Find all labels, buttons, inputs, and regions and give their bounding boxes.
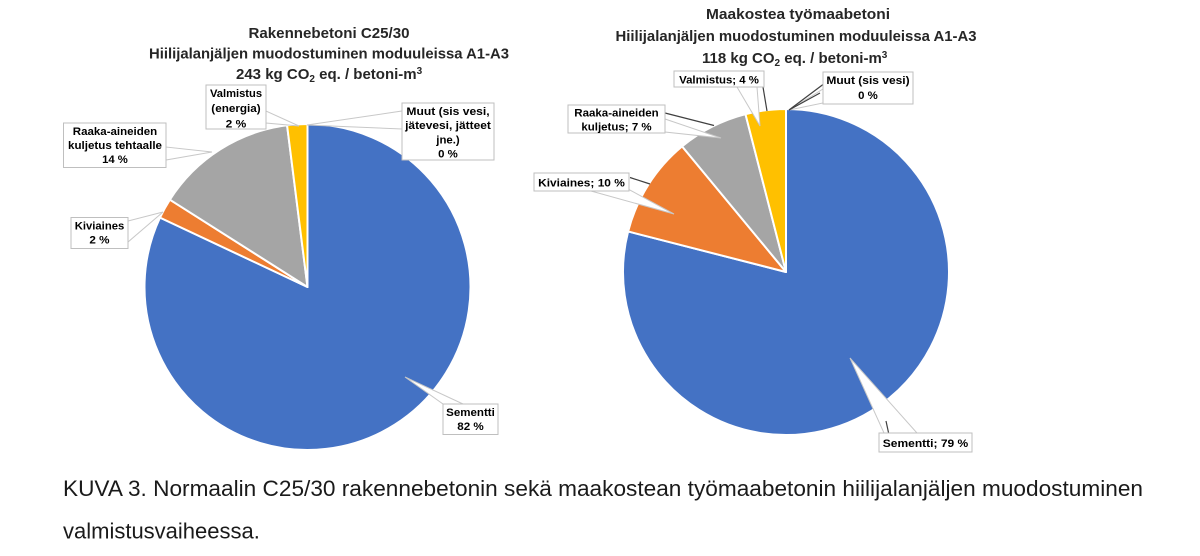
svg-text:Hiilijalanjäljen muodostuminen: Hiilijalanjäljen muodostuminen moduuleis… xyxy=(149,46,509,63)
svg-text:Muut (sis vesi): Muut (sis vesi) xyxy=(826,75,910,87)
svg-text:Raaka-aineiden: Raaka-aineiden xyxy=(73,126,157,138)
svg-text:Valmistus: Valmistus xyxy=(210,88,262,100)
svg-text:243 kg CO2 eq. / betoni-m3: 243 kg CO2 eq. / betoni-m3 xyxy=(236,66,423,85)
svg-text:Valmistus; 4 %: Valmistus; 4 % xyxy=(679,75,759,87)
svg-text:Sementti; 79 %: Sementti; 79 % xyxy=(883,438,968,450)
svg-text:Hiilijalanjäljen muodostuminen: Hiilijalanjäljen muodostuminen moduuleis… xyxy=(616,28,977,45)
svg-text:14 %: 14 % xyxy=(102,154,128,166)
svg-text:jne.): jne.) xyxy=(435,134,460,146)
svg-text:0 %: 0 % xyxy=(438,149,458,161)
svg-text:Sementti: Sementti xyxy=(446,407,495,419)
svg-text:82 %: 82 % xyxy=(457,421,484,433)
svg-text:2 %: 2 % xyxy=(226,118,247,130)
svg-text:Rakennebetoni C25/30: Rakennebetoni C25/30 xyxy=(249,25,410,42)
svg-text:Raaka-aineiden: Raaka-aineiden xyxy=(574,108,658,120)
svg-text:valmistusvaiheessa.: valmistusvaiheessa. xyxy=(63,519,260,544)
svg-text:(energia): (energia) xyxy=(211,103,261,115)
svg-text:KUVA 3. Normaalin C25/30 raken: KUVA 3. Normaalin C25/30 rakennebetonin … xyxy=(63,476,1143,501)
svg-text:Maakostea työmaabetoni: Maakostea työmaabetoni xyxy=(706,6,890,23)
svg-text:2 %: 2 % xyxy=(89,235,109,247)
svg-text:Kiviaines: Kiviaines xyxy=(75,220,125,232)
svg-text:0 %: 0 % xyxy=(858,90,878,102)
svg-text:118 kg CO2 eq. / betoni-m3: 118 kg CO2 eq. / betoni-m3 xyxy=(702,50,888,69)
svg-text:kuljetus; 7 %: kuljetus; 7 % xyxy=(581,122,651,134)
svg-text:Kiviaines; 10 %: Kiviaines; 10 % xyxy=(538,177,625,189)
svg-text:Muut (sis vesi,: Muut (sis vesi, xyxy=(406,106,489,118)
svg-text:kuljetus tehtaalle: kuljetus tehtaalle xyxy=(68,140,162,152)
svg-text:jätevesi, jätteet: jätevesi, jätteet xyxy=(404,120,491,132)
